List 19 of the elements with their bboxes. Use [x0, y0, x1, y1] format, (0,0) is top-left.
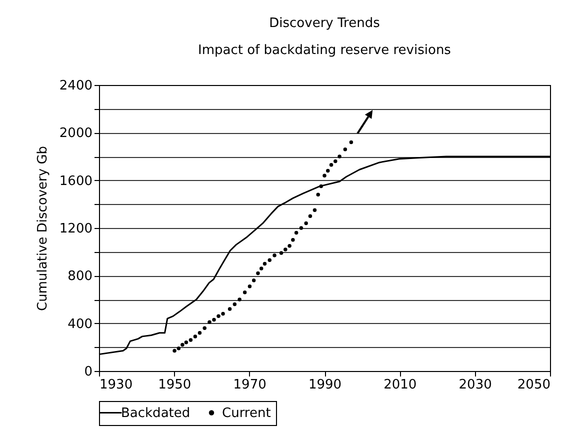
- y-tick-label: 1200: [59, 222, 92, 236]
- y-tick-label: 2000: [59, 126, 92, 142]
- x-tick-label: 2050: [517, 378, 550, 392]
- x-tick-label: 1930: [100, 378, 133, 392]
- y-tick-label: 0: [84, 364, 92, 380]
- x-tick-label: 2010: [384, 378, 417, 392]
- x-tick-label: 1970: [233, 378, 266, 392]
- x-tick-label: 2030: [458, 378, 492, 392]
- legend-label: Current: [222, 406, 271, 421]
- y-tick-label: 2400: [59, 78, 92, 94]
- chart-subtitle: Impact of backdating reserve revisions: [198, 43, 452, 58]
- x-tick-label: 1950: [158, 378, 192, 392]
- y-tick-label: 800: [68, 269, 92, 284]
- y-tick-label: 1600: [59, 174, 92, 189]
- x-tick-label: 1990: [308, 378, 342, 392]
- y-tick-label: 400: [68, 316, 92, 332]
- legend-label: Backdated: [121, 406, 190, 421]
- chart-title: Discovery Trends: [269, 16, 380, 31]
- y-axis-title: Cumulative Discovery Gb: [35, 146, 50, 312]
